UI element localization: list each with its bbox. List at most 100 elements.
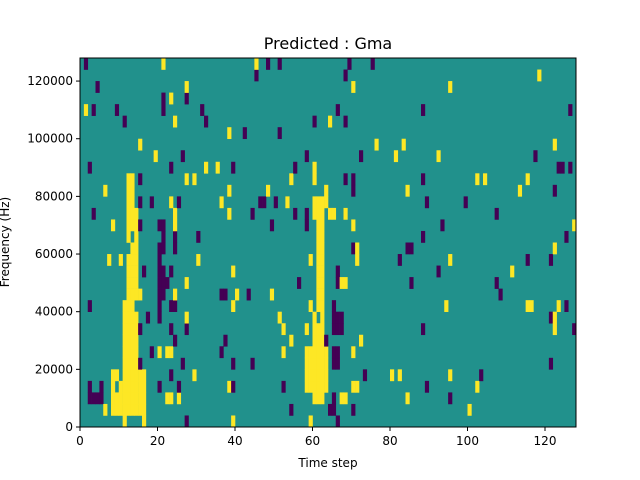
heatmap-cell — [134, 357, 139, 370]
x-tick-label: 20 — [150, 434, 165, 448]
heatmap-cell — [130, 380, 135, 393]
heatmap-cell — [324, 346, 329, 359]
heatmap-cell — [114, 369, 120, 382]
heatmap-cell — [351, 242, 356, 255]
heatmap-cell — [138, 219, 143, 232]
heatmap-cell — [215, 161, 220, 174]
heatmap-cell — [316, 357, 321, 370]
heatmap-cell — [351, 173, 356, 186]
heatmap-cell — [331, 346, 337, 359]
heatmap-cell — [529, 300, 534, 312]
heatmap-cell — [436, 265, 441, 278]
heatmap-cell — [83, 104, 89, 116]
heatmap-cell — [142, 415, 147, 428]
heatmap-cell — [537, 69, 542, 82]
heatmap-cell — [130, 323, 135, 336]
heatmap-cell — [184, 173, 189, 186]
heatmap-cell — [548, 357, 554, 370]
heatmap-cell — [130, 288, 135, 301]
heatmap-cell — [448, 392, 453, 405]
heatmap-cell — [308, 380, 313, 393]
heatmap-cell — [126, 207, 131, 220]
heatmap-cell — [122, 334, 127, 347]
heatmap-cell — [312, 369, 317, 382]
heatmap-cell — [393, 150, 399, 163]
heatmap-cell — [552, 323, 557, 336]
heatmap-cell — [91, 392, 96, 405]
heatmap-cell — [91, 104, 96, 116]
heatmap-cell — [87, 300, 92, 312]
heatmap-cells — [80, 58, 577, 428]
heatmap-cell — [134, 242, 139, 255]
heatmap-cell — [343, 277, 348, 289]
heatmap-cell — [269, 219, 275, 232]
heatmap-cell — [320, 334, 325, 347]
heatmap-cell — [351, 380, 356, 393]
heatmap-cell — [316, 219, 321, 232]
heatmap-cell — [196, 254, 201, 266]
heatmap-cell — [173, 334, 178, 347]
heatmap-cell — [525, 254, 530, 266]
heatmap-cell — [126, 300, 131, 312]
heatmap-cell — [374, 138, 379, 151]
heatmap-cell — [304, 357, 309, 370]
heatmap-cell — [572, 323, 577, 336]
heatmap-cell — [320, 219, 325, 232]
heatmap-cell — [138, 357, 143, 370]
heatmap-cell — [134, 323, 139, 336]
heatmap-cell — [134, 207, 139, 220]
heatmap-cell — [138, 392, 143, 405]
heatmap-cell — [169, 369, 174, 382]
heatmap-cell — [304, 219, 309, 232]
heatmap-cell — [448, 81, 453, 93]
heatmap-cell — [525, 300, 530, 312]
heatmap-cell — [204, 115, 209, 128]
heatmap-cell — [463, 196, 468, 209]
heatmap-cell — [157, 288, 162, 301]
heatmap-cell — [126, 173, 131, 186]
heatmap-cell — [324, 196, 329, 209]
heatmap-cell — [235, 288, 240, 301]
heatmap-cell — [324, 184, 329, 197]
heatmap-cell — [126, 196, 131, 209]
heatmap-cell — [304, 150, 309, 163]
heatmap-cell — [91, 207, 96, 220]
heatmap-cell — [397, 369, 402, 382]
heatmap-cell — [231, 415, 236, 428]
heatmap-cell — [176, 380, 182, 393]
heatmap-cell — [312, 357, 317, 370]
heatmap-cell — [169, 92, 174, 105]
heatmap-cell — [533, 150, 538, 163]
y-tick-label: 100000 — [27, 132, 73, 146]
heatmap-cell — [552, 138, 557, 151]
heatmap-cell — [114, 403, 120, 416]
heatmap-cell — [138, 196, 143, 209]
heatmap-cell — [130, 334, 135, 347]
heatmap-cell — [324, 369, 329, 382]
heatmap-cell — [335, 357, 340, 370]
heatmap-cell — [231, 300, 236, 312]
x-axis-label: Time step — [297, 456, 357, 470]
heatmap-cell — [335, 415, 340, 428]
heatmap-cell — [304, 323, 309, 336]
heatmap-cell — [130, 346, 135, 359]
heatmap-cell — [343, 392, 348, 405]
heatmap-cell — [250, 207, 255, 220]
heatmap-cell — [556, 161, 561, 174]
heatmap-cell — [231, 265, 236, 278]
chart-title: Predicted : Gma — [264, 34, 392, 53]
heatmap-cell — [126, 219, 131, 232]
heatmap-cell — [320, 323, 325, 336]
heatmap-cell — [134, 277, 139, 289]
heatmap-cell — [289, 403, 294, 416]
heatmap-cell — [421, 230, 426, 243]
heatmap-cell — [134, 311, 139, 324]
y-tick-label: 0 — [65, 420, 73, 434]
heatmap-cell — [111, 403, 116, 416]
heatmap-cell — [316, 346, 321, 359]
heatmap-cell — [161, 58, 166, 70]
heatmap-cell — [312, 161, 317, 174]
heatmap-cell — [130, 357, 135, 370]
heatmap-cell — [448, 254, 453, 266]
heatmap-cell — [184, 92, 189, 105]
